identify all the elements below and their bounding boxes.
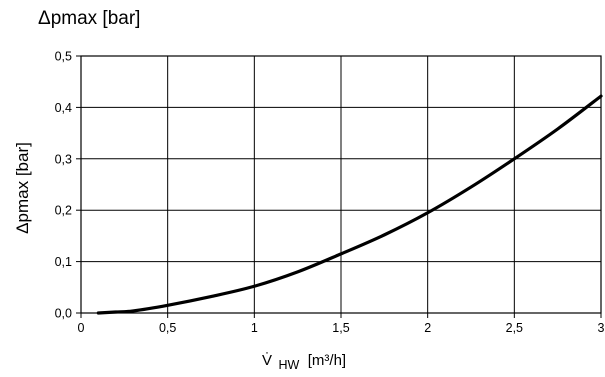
series-line-0: [96, 94, 603, 315]
plot-frame: [76, 55, 602, 318]
y-tick-label-5: 0,5: [55, 50, 72, 64]
x-tick-label-2: 1: [251, 321, 258, 335]
x-tick-label-0: 0: [78, 321, 85, 335]
y-tick-label-2: 0,2: [55, 204, 72, 218]
x-tick-label-5: 2,5: [506, 321, 523, 335]
y-tick-label-4: 0,4: [55, 101, 72, 115]
x-tick-label-3: 1,5: [332, 321, 349, 335]
y-tick-label-3: 0,3: [55, 152, 72, 166]
y-tick-labels: 0,0 0,1 0,2 0,3 0,4 0,5: [55, 50, 72, 321]
x-tick-label-6: 3: [598, 321, 605, 335]
x-tick-label-4: 2: [424, 321, 431, 335]
x-axis-symbol: V̇: [262, 352, 272, 369]
x-axis-subscript: HW: [278, 358, 299, 372]
y-tick-label-0: 0,0: [55, 307, 72, 321]
y-axis-label: Δpmax [bar]: [13, 142, 32, 234]
x-axis-label: V̇ HW [m³/h]: [262, 352, 346, 373]
x-tick-label-1: 0,5: [159, 321, 176, 335]
x-tick-labels: 0 0,5 1 1,5 2 2,5 3: [78, 321, 605, 335]
y-tick-label-1: 0,1: [55, 255, 72, 269]
grid-lines: [80, 55, 602, 314]
series-layer: [96, 94, 603, 315]
x-axis-unit: [m³/h]: [308, 352, 346, 369]
chart-title: Δpmax [bar]: [38, 8, 141, 29]
